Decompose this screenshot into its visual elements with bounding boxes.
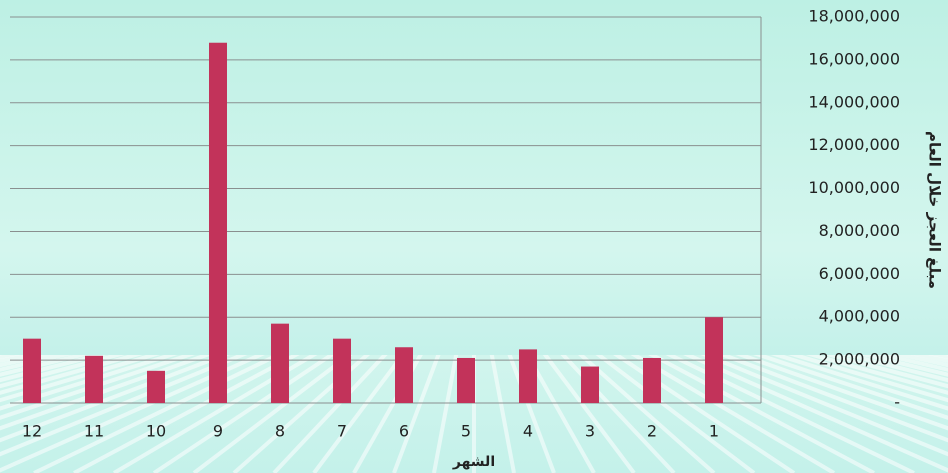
x-tick-label: 1 <box>709 422 719 441</box>
bar <box>23 338 41 403</box>
y-tick-label: 10,000,000 <box>808 178 900 197</box>
y-tick-label: 12,000,000 <box>808 135 900 154</box>
bar <box>209 42 227 403</box>
bar <box>147 370 165 403</box>
x-tick-label: 6 <box>399 422 409 441</box>
x-tick-label: 10 <box>146 422 166 441</box>
x-tick-label: 2 <box>647 422 657 441</box>
bar <box>85 355 103 403</box>
x-tick-label: 7 <box>337 422 347 441</box>
y-axis-title: مبلغ العجز خلال العام <box>926 131 944 289</box>
bar <box>333 338 351 403</box>
y-tick-label: 2,000,000 <box>819 350 900 369</box>
bar <box>271 323 289 403</box>
y-tick-label: 16,000,000 <box>808 49 900 68</box>
bar <box>643 357 661 403</box>
y-tick-label: - <box>894 393 900 412</box>
y-tick-label: 8,000,000 <box>819 221 900 240</box>
ray-cover <box>0 0 948 355</box>
x-tick-label: 5 <box>461 422 471 441</box>
x-axis-title: الشهر <box>452 454 495 470</box>
bar <box>457 357 475 403</box>
x-tick-label: 12 <box>22 422 42 441</box>
y-tick-label: 14,000,000 <box>808 92 900 111</box>
y-tick-label: 6,000,000 <box>819 264 900 283</box>
x-tick-label: 3 <box>585 422 595 441</box>
x-tick-label: 8 <box>275 422 285 441</box>
x-tick-label: 4 <box>523 422 533 441</box>
bar <box>395 347 413 403</box>
bar <box>705 317 723 403</box>
y-tick-label: 4,000,000 <box>819 307 900 326</box>
y-tick-label: 18,000,000 <box>808 7 900 26</box>
x-tick-label: 11 <box>84 422 104 441</box>
bar <box>519 349 537 403</box>
bar <box>581 366 599 403</box>
x-tick-label: 9 <box>213 422 223 441</box>
